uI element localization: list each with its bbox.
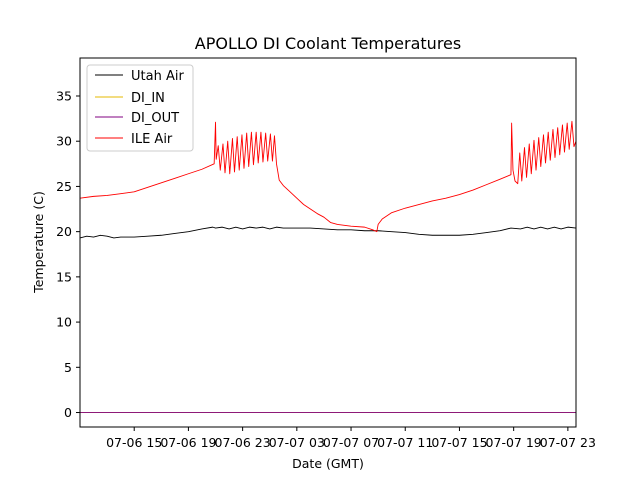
legend-label-utah-air: Utah Air <box>131 69 184 84</box>
y-tick-label: 35 <box>56 88 72 103</box>
legend-label-di-out: DI_OUT <box>131 111 179 126</box>
x-tick-label: 07-07 23 <box>540 435 596 450</box>
x-tick-label: 07-07 11 <box>377 435 433 450</box>
x-tick-label: 07-07 07 <box>323 435 379 450</box>
chart-title: APOLLO DI Coolant Temperatures <box>195 34 461 53</box>
y-tick-label: 10 <box>56 315 72 330</box>
series-layer <box>79 120 577 413</box>
y-tick-label: 5 <box>64 360 72 375</box>
y-tick-label: 15 <box>56 269 72 284</box>
x-tick-label: 07-07 19 <box>486 435 542 450</box>
y-tick-label: 30 <box>56 134 72 149</box>
legend-label-di-in: DI_IN <box>131 91 165 106</box>
y-tick-label: 0 <box>64 405 72 420</box>
legend: Utah Air DI_IN DI_OUT ILE Air <box>86 64 194 152</box>
series-line-utah-air <box>79 226 577 239</box>
legend-box <box>86 64 194 152</box>
x-tick-label: 07-07 03 <box>269 435 325 450</box>
y-tick-label: 20 <box>56 224 72 239</box>
x-tick-label: 07-06 15 <box>106 435 162 450</box>
x-tick-label: 07-06 23 <box>215 435 271 450</box>
series-line-ile-air <box>79 120 577 233</box>
x-tick-label: 07-07 15 <box>431 435 487 450</box>
plot-frame <box>79 57 577 428</box>
x-axis-label: Date (GMT) <box>292 456 364 471</box>
y-tick-label: 25 <box>56 179 72 194</box>
legend-label-ile-air: ILE Air <box>131 132 173 147</box>
y-axis-label: Temperature (C) <box>31 191 46 294</box>
x-tick-label: 07-06 19 <box>160 435 216 450</box>
